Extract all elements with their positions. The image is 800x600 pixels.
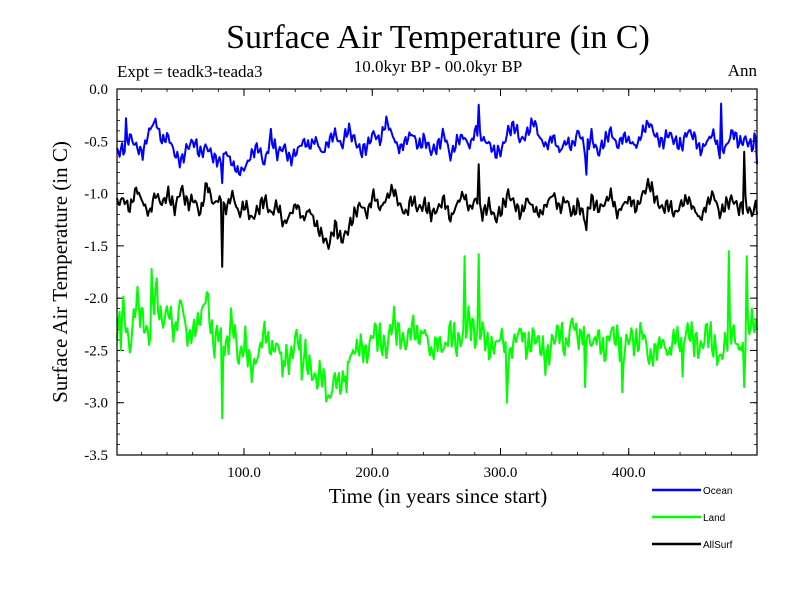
- y-tick-label: -3.0: [84, 396, 108, 412]
- y-tick-label: -1.5: [84, 239, 108, 255]
- y-tick-label: -3.5: [84, 448, 108, 464]
- legend-label-land: Land: [703, 513, 725, 524]
- y-tick-label: -2.5: [84, 343, 108, 359]
- x-tick-label: 400.0: [612, 465, 646, 481]
- y-tick-label: -2.0: [84, 291, 108, 307]
- y-axis-label: Surface Air Temperature (in C): [48, 141, 72, 403]
- y-tick-label: -0.5: [84, 134, 108, 150]
- x-tick-label: 100.0: [227, 465, 261, 481]
- plot-frame: [116, 88, 758, 456]
- series-line-allsurf: [116, 150, 758, 268]
- series-line-ocean: [116, 102, 758, 185]
- y-tick-label: -1.0: [84, 187, 108, 203]
- x-axis-label: Time (in years since start): [329, 484, 548, 508]
- series-line-land: [116, 250, 758, 420]
- experiment-label: Expt = teadk3-teada3: [117, 62, 263, 81]
- x-tick-label: 200.0: [355, 465, 389, 481]
- plot-area: 0.0 -0.5 -1.0 -1.5 -2.0 -2.5 -3.0 -3.5 100.0 200.…: [84, 82, 758, 481]
- period-label: 10.0kyr BP - 00.0kyr BP: [354, 57, 522, 76]
- legend-label-allsurf: AllSurf: [703, 540, 733, 551]
- chart-title: Surface Air Temperature (in C): [226, 19, 650, 56]
- legend-label-ocean: Ocean: [703, 486, 732, 497]
- x-tick-label: 300.0: [484, 465, 518, 481]
- y-tick-label: 0.0: [89, 82, 108, 98]
- season-label: Ann: [728, 61, 758, 80]
- legend: Ocean Land AllSurf: [652, 486, 733, 551]
